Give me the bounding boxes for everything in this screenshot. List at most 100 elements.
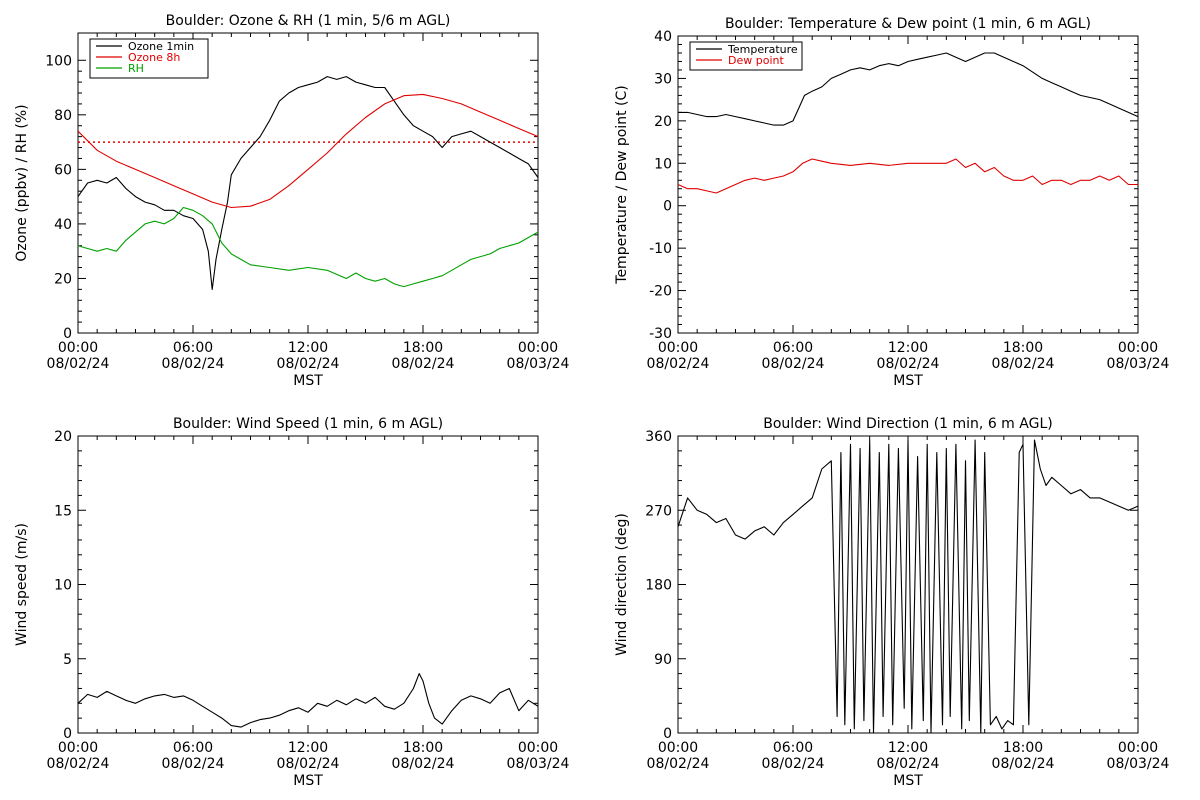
x-tick-time: 00:00 [658, 740, 698, 756]
y-tick-label: 100 [45, 53, 72, 69]
x-tick-time: 12:00 [888, 740, 928, 756]
y-tick-label: -20 [649, 284, 672, 300]
chart-temp-dew: Boulder: Temperature & Dew point (1 min,… [614, 16, 1170, 389]
y-tick-label: 0 [63, 726, 72, 742]
x-tick-date: 08/02/24 [762, 756, 825, 772]
x-tick-time: 00:00 [58, 740, 98, 756]
x-tick-time: 00:00 [58, 340, 98, 356]
y-tick-label: 80 [54, 108, 72, 124]
y-tick-label: 20 [654, 114, 672, 130]
plot-frame [677, 35, 1139, 334]
y-tick-label: 30 [654, 71, 672, 87]
x-tick-date: 08/02/24 [392, 756, 455, 772]
y-tick-label: 20 [54, 271, 72, 287]
series-group [678, 52, 1138, 194]
series-group [78, 673, 538, 728]
y-axis-label: Ozone (ppbv) / RH (%) [14, 104, 30, 261]
x-tick-date: 08/02/24 [647, 756, 710, 772]
x-tick-time: 00:00 [518, 340, 558, 356]
x-tick-date: 08/03/24 [507, 356, 570, 372]
x-tick-date: 08/03/24 [1107, 756, 1170, 772]
x-tick-time: 00:00 [1118, 740, 1158, 756]
x-tick-date: 08/02/24 [162, 356, 225, 372]
x-tick-time: 18:00 [403, 340, 443, 356]
y-tick-label: 5 [63, 652, 72, 668]
y-tick-label: 0 [63, 326, 72, 342]
series-line-dew-point [678, 158, 1138, 194]
series-line-temperature [678, 52, 1138, 126]
x-tick-date: 08/02/24 [647, 356, 710, 372]
y-tick-label: 15 [54, 503, 72, 519]
y-axis-label: Temperature / Dew point (C) [614, 85, 630, 284]
x-tick-time: 12:00 [288, 340, 328, 356]
x-tick-time: 00:00 [518, 740, 558, 756]
legend-label: Ozone 8h [128, 51, 180, 64]
x-axis-label: MST [893, 373, 923, 389]
chart-ozone-rh: Boulder: Ozone & RH (1 min, 5/6 m AGL) 0 2… [14, 13, 570, 389]
series-group [78, 76, 538, 290]
legend-box [689, 41, 803, 71]
y-axis-label: Wind direction (deg) [614, 513, 630, 656]
x-tick-date: 08/02/24 [877, 756, 940, 772]
chart-title: Boulder: Wind Direction (1 min, 6 m AGL) [763, 416, 1052, 432]
x-tick-date: 08/03/24 [507, 756, 570, 772]
y-tick-label: 40 [654, 29, 672, 45]
x-axis-label: MST [293, 773, 323, 789]
x-tick-date: 08/02/24 [47, 356, 110, 372]
y-tick-label: 10 [654, 156, 672, 172]
legend-label: Ozone 1min [128, 40, 194, 53]
y-axis-label: Wind speed (m/s) [14, 523, 30, 646]
y-tick-label: 10 [54, 578, 72, 594]
x-tick-date: 08/02/24 [277, 756, 340, 772]
series-line-ozone-1min [78, 76, 538, 290]
chart-wind-direction: Boulder: Wind Direction (1 min, 6 m AGL)… [614, 416, 1170, 789]
series-line-data [678, 439, 1138, 733]
y-tick-label: 20 [54, 429, 72, 445]
y-tick-label: 60 [54, 162, 72, 178]
x-tick-date: 08/03/24 [1107, 356, 1170, 372]
x-tick-date: 08/02/24 [762, 356, 825, 372]
y-tick-label: 0 [663, 726, 672, 742]
y-tick-label: 180 [645, 578, 672, 594]
y-tick-label: 0 [663, 199, 672, 215]
legend-label: Dew point [728, 54, 784, 67]
x-tick-date: 08/02/24 [392, 356, 455, 372]
series-line-data [78, 673, 538, 728]
y-tick-label: -10 [649, 241, 672, 257]
x-tick-time: 06:00 [773, 340, 813, 356]
y-tick-label: 90 [654, 652, 672, 668]
x-axis-label: MST [893, 773, 923, 789]
y-tick-label: 40 [54, 217, 72, 233]
y-tick-label: -30 [649, 326, 672, 342]
x-tick-time: 18:00 [1003, 740, 1043, 756]
series-group [678, 439, 1138, 733]
x-tick-date: 08/02/24 [992, 356, 1055, 372]
x-tick-time: 06:00 [773, 740, 813, 756]
chart-wind-speed: Boulder: Wind Speed (1 min, 6 m AGL) 0 5 10… [14, 416, 570, 789]
x-tick-date: 08/02/24 [992, 756, 1055, 772]
chart-title: Boulder: Temperature & Dew point (1 min,… [725, 16, 1091, 32]
series-line-rh [78, 206, 538, 288]
x-tick-time: 18:00 [1003, 340, 1043, 356]
y-tick-label: 360 [645, 429, 672, 445]
x-tick-time: 12:00 [288, 740, 328, 756]
plot-frame [77, 435, 539, 734]
x-tick-date: 08/02/24 [162, 756, 225, 772]
chart-title: Boulder: Ozone & RH (1 min, 5/6 m AGL) [166, 13, 451, 29]
x-tick-date: 08/02/24 [277, 356, 340, 372]
y-tick-label: 270 [645, 503, 672, 519]
x-axis-label: MST [293, 373, 323, 389]
x-tick-time: 06:00 [173, 740, 213, 756]
x-tick-time: 12:00 [888, 340, 928, 356]
x-tick-date: 08/02/24 [47, 756, 110, 772]
series-line-ozone-8h [78, 93, 538, 209]
legend-label: Temperature [727, 43, 798, 56]
legend-label: RH [128, 62, 144, 75]
x-tick-date: 08/02/24 [877, 356, 940, 372]
x-tick-time: 00:00 [1118, 340, 1158, 356]
x-tick-time: 18:00 [403, 740, 443, 756]
chart-title: Boulder: Wind Speed (1 min, 6 m AGL) [173, 416, 443, 432]
x-tick-time: 00:00 [658, 340, 698, 356]
x-tick-time: 06:00 [173, 340, 213, 356]
